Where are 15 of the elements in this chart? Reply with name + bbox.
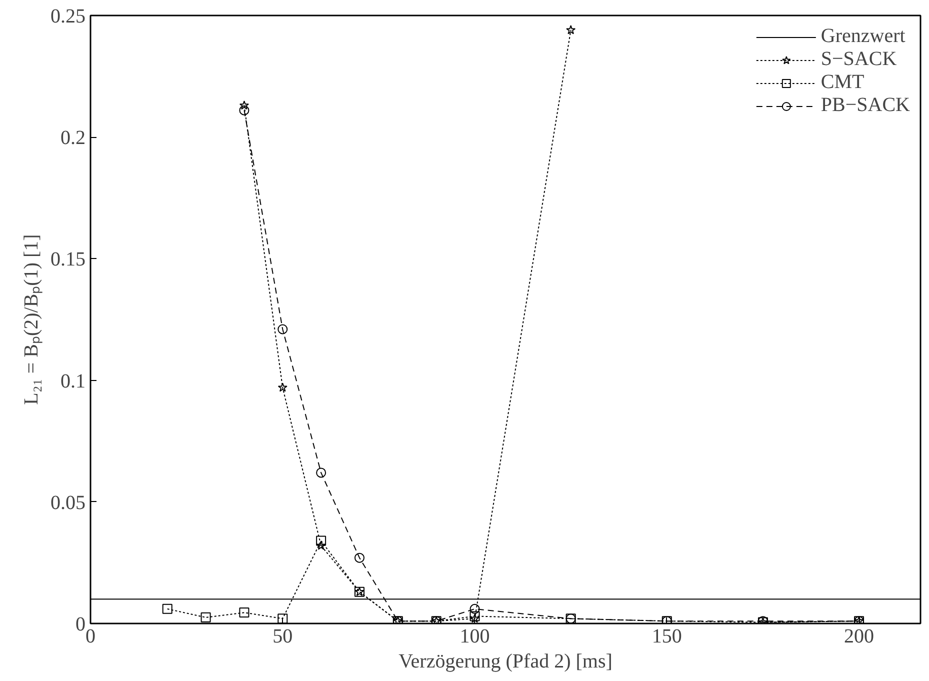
x-tick-label: 150 [652, 626, 682, 648]
y-tick-label: 0.1 [60, 370, 86, 392]
legend-label: CMT [820, 71, 864, 94]
legend-label: S−SACK [820, 48, 897, 71]
y-tick-label: 0.2 [60, 127, 86, 150]
y-axis-title: L₂₁ = Bₚ(2)/Bₚ(1) [1] [20, 234, 42, 405]
legend-label: PB−SACK [820, 94, 910, 117]
y-tick-label: 0.05 [50, 492, 86, 514]
x-tick-label: 50 [272, 626, 293, 648]
x-tick-label: 100 [460, 626, 490, 648]
legend-label: Grenzwert [820, 25, 906, 48]
x-tick-label: 200 [844, 626, 874, 648]
x-axis-title: Verzögerung (Pfad 2) [ms] [398, 650, 612, 672]
y-tick-label: 0.15 [50, 248, 86, 271]
y-tick-label: 0.25 [50, 6, 86, 28]
